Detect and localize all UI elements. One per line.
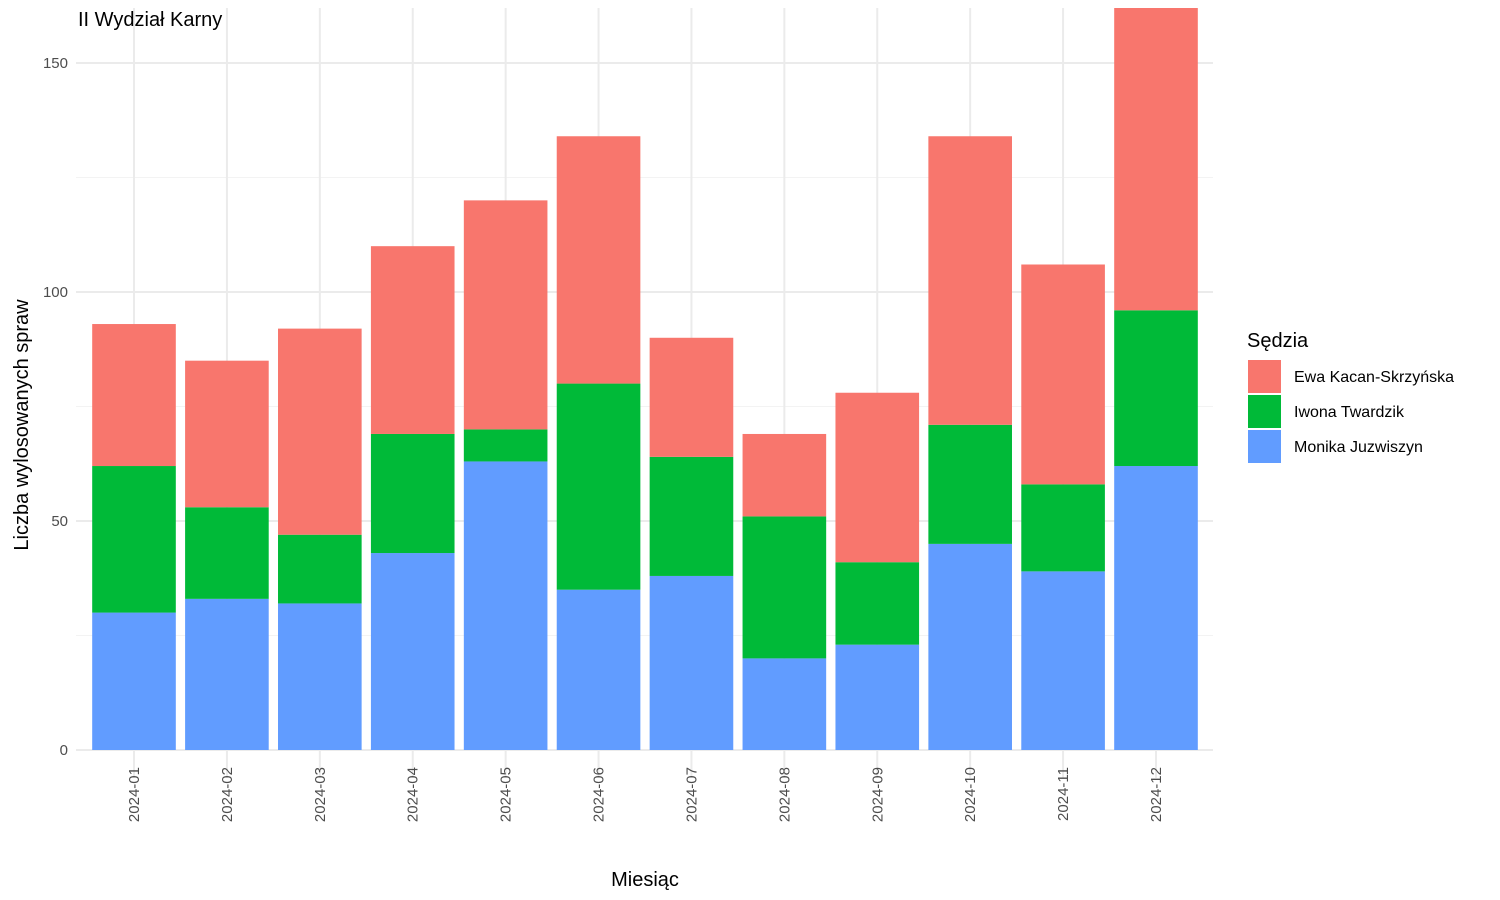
bar-2024-03-monika-juzwiszyn	[278, 603, 362, 750]
bar-2024-10-monika-juzwiszyn	[928, 543, 1012, 750]
bar-2024-05-iwona-twardzik	[463, 429, 548, 462]
legend-swatch	[1248, 360, 1281, 393]
x-tick-label: 2024-09	[869, 767, 886, 822]
bar-2024-12-monika-juzwiszyn	[1114, 466, 1198, 750]
bar-2024-04-iwona-twardzik	[370, 433, 455, 554]
x-tick-label: 2024-11	[1055, 767, 1072, 821]
y-tick-label: 150	[43, 55, 68, 72]
axis-layer: 0 50 100 150 2024-01 2024-02 2024-03 2024-04 202…	[43, 55, 1165, 822]
bar-2024-12-ewa-kacan-skrzyńska	[1114, 8, 1198, 311]
legend-label: Iwona Twardzik	[1294, 404, 1405, 421]
x-tick-label: 2024-04	[405, 767, 422, 822]
bar-2024-03-iwona-twardzik	[278, 534, 362, 604]
bar-2024-06-monika-juzwiszyn	[556, 589, 641, 750]
x-tick-label: 2024-06	[591, 767, 608, 822]
bar-2024-02-monika-juzwiszyn	[185, 598, 269, 750]
legend-label: Monika Juzwiszyn	[1294, 439, 1423, 456]
legend-label: Ewa Kacan-Skrzyńska	[1294, 369, 1454, 386]
bar-2024-06-iwona-twardzik	[556, 383, 641, 590]
legend-swatch	[1248, 395, 1281, 428]
x-tick-label: 2024-10	[962, 767, 979, 822]
bar-2024-10-ewa-kacan-skrzyńska	[928, 136, 1012, 425]
bar-2024-06-ewa-kacan-skrzyńska	[556, 136, 641, 384]
bar-2024-11-ewa-kacan-skrzyńska	[1021, 264, 1105, 485]
bar-2024-08-monika-juzwiszyn	[742, 658, 827, 750]
bar-2024-05-ewa-kacan-skrzyńska	[463, 200, 548, 430]
bar-2024-07-iwona-twardzik	[649, 456, 734, 576]
x-tick-label: 2024-03	[312, 767, 329, 822]
bar-2024-11-iwona-twardzik	[1021, 484, 1105, 572]
x-tick-label: 2024-01	[126, 767, 143, 822]
bar-2024-04-ewa-kacan-skrzyńska	[370, 246, 455, 434]
legend-title: Sędzia	[1247, 330, 1309, 352]
y-axis-title: Liczba wylosowanych spraw	[11, 299, 33, 551]
bar-2024-02-iwona-twardzik	[185, 507, 269, 599]
y-tick-label: 100	[43, 284, 68, 301]
bar-2024-08-ewa-kacan-skrzyńska	[742, 433, 827, 517]
bars-layer	[92, 8, 1198, 750]
bar-2024-03-ewa-kacan-skrzyńska	[278, 328, 362, 535]
chart-title: II Wydział Karny	[78, 9, 222, 31]
x-tick-label: 2024-05	[498, 767, 515, 822]
bar-2024-07-monika-juzwiszyn	[649, 575, 734, 750]
legend-swatch	[1248, 430, 1281, 463]
bar-2024-04-monika-juzwiszyn	[370, 553, 455, 750]
bar-2024-01-ewa-kacan-skrzyńska	[92, 324, 176, 467]
bar-2024-12-iwona-twardzik	[1114, 310, 1198, 467]
y-tick-label: 0	[60, 742, 68, 759]
bar-2024-07-ewa-kacan-skrzyńska	[649, 337, 734, 457]
bar-2024-01-iwona-twardzik	[92, 466, 176, 613]
legend: Sędzia Ewa Kacan-Skrzyńska Iwona Twardzik…	[1247, 330, 1454, 463]
bar-2024-01-monika-juzwiszyn	[92, 612, 176, 750]
bar-2024-02-ewa-kacan-skrzyńska	[185, 360, 269, 508]
y-tick-label: 50	[51, 513, 68, 530]
bar-2024-09-monika-juzwiszyn	[835, 644, 920, 750]
bar-2024-09-ewa-kacan-skrzyńska	[835, 392, 920, 563]
bar-2024-05-monika-juzwiszyn	[463, 461, 548, 750]
x-axis-title: Miesiąc	[611, 869, 679, 891]
x-tick-label: 2024-08	[776, 767, 793, 822]
bar-2024-10-iwona-twardzik	[928, 424, 1012, 544]
bar-2024-09-iwona-twardzik	[835, 562, 920, 645]
bar-2024-08-iwona-twardzik	[742, 516, 827, 659]
legend-items: Ewa Kacan-Skrzyńska Iwona Twardzik Monika …	[1248, 360, 1454, 463]
x-tick-label: 2024-12	[1148, 767, 1165, 822]
x-tick-label: 2024-02	[219, 767, 236, 822]
x-tick-label: 2024-07	[683, 767, 700, 822]
bar-2024-11-monika-juzwiszyn	[1021, 571, 1105, 750]
